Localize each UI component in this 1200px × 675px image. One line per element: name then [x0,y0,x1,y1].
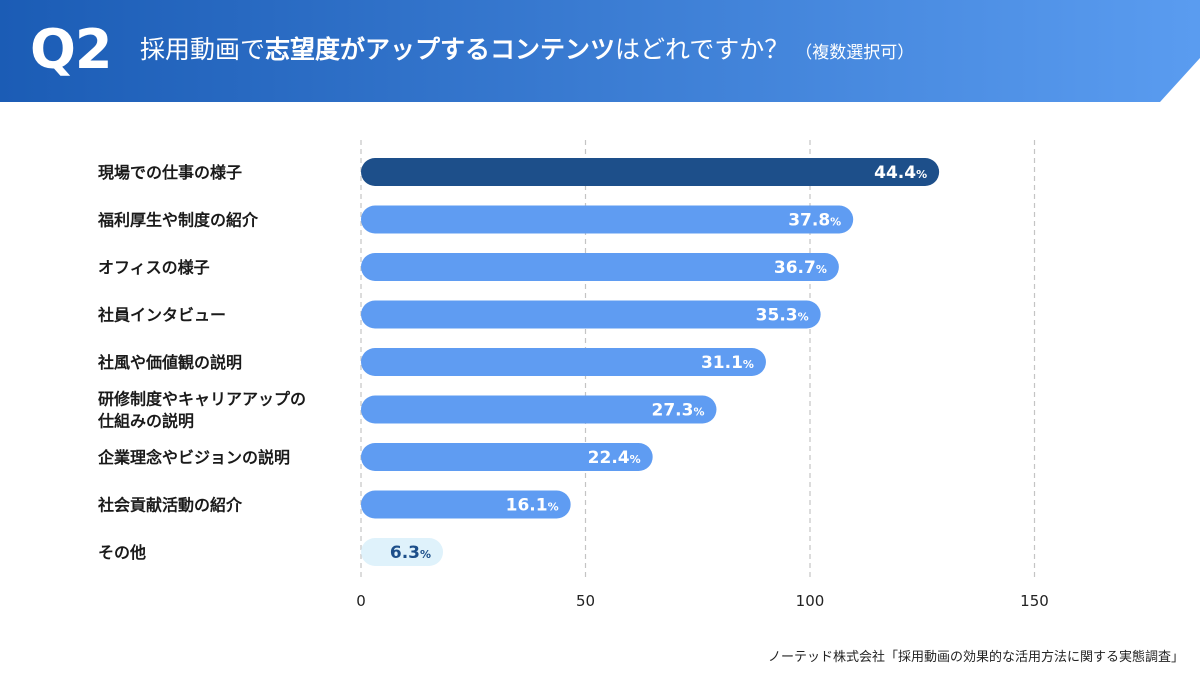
x-tick-label-150: 150 [1020,592,1049,610]
data-label-1: 44.4% [874,163,927,183]
bar-6 [361,395,717,424]
header-background [0,0,1200,102]
category-label-3: オフィスの様子 [98,258,210,277]
data-label-8: 16.1% [506,496,559,516]
data-label-2: 37.8% [788,211,841,231]
bars-layer: 44.4% 37.8% 36.7% 35.3% 31.1% 27.3% 22.4% 16.1%… [361,158,940,566]
x-tick-label-0: 0 [356,592,366,610]
title-prefix: 採用動画で [140,35,266,64]
header-banner: Q2 採用動画で志望度がアップするコンテンツはどれですか？ （複数選択可） [0,0,1200,102]
bar-4 [361,300,821,329]
x-axis-ticks: 0 50 100 150 [356,592,1049,610]
bar-2 [361,205,854,234]
category-label-5: 社風や価値観の説明 [97,353,242,372]
category-label-6: 研修制度やキャリアアップの仕組みの説明 [97,390,306,431]
source-credit: ノーテッド株式会社「採用動画の効果的な活用方法に関する実態調査」 [767,650,1184,665]
category-label-2: 福利厚生や制度の紹介 [97,211,259,230]
bar-3 [361,253,839,281]
data-label-7: 22.4% [588,448,641,468]
bar-7 [361,443,653,471]
data-label-3: 36.7% [774,258,827,278]
data-label-4: 35.3% [756,306,809,326]
data-label-5: 31.1% [701,353,754,373]
data-label-9: 6.3% [390,543,431,563]
x-tick-label-100: 100 [796,592,825,610]
chart-title: 採用動画で志望度がアップするコンテンツはどれですか？ （複数選択可） [140,32,914,71]
category-label-9: その他 [98,543,146,562]
title-emphasis: 志望度がアップするコンテンツ [265,35,616,64]
bar-8 [361,490,571,519]
category-label-8: 社会貢献活動の紹介 [97,496,243,515]
bar-5 [361,348,766,376]
x-tick-label-50: 50 [576,592,595,610]
category-label-1: 現場での仕事の様子 [98,163,242,182]
bar-1 [361,158,940,186]
category-labels: 現場での仕事の様子福利厚生や制度の紹介オフィスの様子社員インタビュー社風や価値観… [97,163,306,562]
category-label-7: 企業理念やビジョンの説明 [97,448,290,467]
title-note: （複数選択可） [795,43,915,63]
category-label-4: 社員インタビュー [97,306,226,325]
title-suffix: はどれですか？ [615,35,790,64]
question-number: Q2 [30,18,112,81]
bar-9 [361,538,444,566]
data-label-6: 27.3% [651,401,704,421]
